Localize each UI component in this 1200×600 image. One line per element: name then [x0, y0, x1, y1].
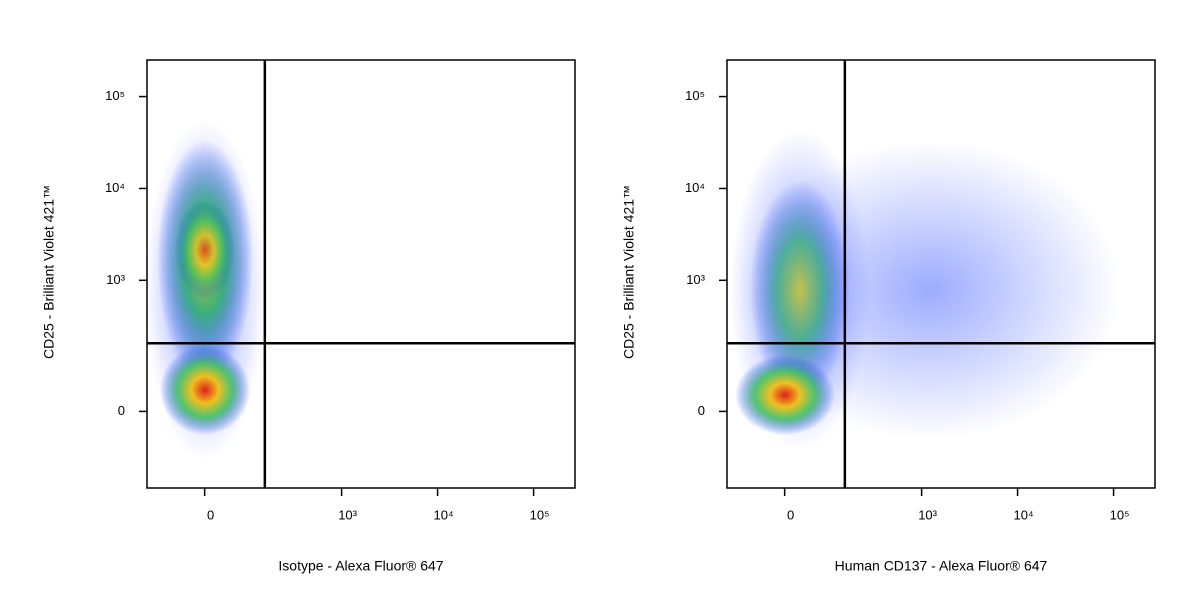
x-tick-label: 0: [207, 507, 214, 522]
y-tick-label: 10⁴: [105, 180, 125, 195]
y-tick-label: 0: [118, 403, 125, 418]
x-tick-label: 10⁴: [1014, 507, 1034, 522]
x-axis-label: Human CD137 - Alexa Fluor® 647: [835, 558, 1048, 574]
x-tick-label: 10⁵: [530, 507, 550, 522]
y-axis-label: CD25 - Brilliant Violet 421™: [621, 185, 637, 359]
y-tick-label: 10³: [106, 272, 125, 287]
x-tick-label: 0: [787, 507, 794, 522]
plot-frame: [726, 59, 1156, 489]
density-right: [730, 130, 1120, 450]
x-tick-label: 10³: [338, 507, 357, 522]
x-tick-label: 10⁵: [1110, 507, 1130, 522]
y-tick-label: 10⁵: [105, 88, 125, 103]
x-axis-label: Isotype - Alexa Fluor® 647: [278, 558, 443, 574]
plot-frame: [146, 59, 576, 489]
y-tick-label: 0: [698, 403, 705, 418]
y-tick-label: 10⁴: [685, 180, 705, 195]
x-tick-label: 10³: [918, 507, 937, 522]
y-tick-label: 10³: [686, 272, 705, 287]
density-left: [145, 120, 265, 460]
y-axis-label: CD25 - Brilliant Violet 421™: [41, 185, 57, 359]
x-tick-label: 10⁴: [434, 507, 454, 522]
y-tick-label: 10⁵: [685, 88, 705, 103]
